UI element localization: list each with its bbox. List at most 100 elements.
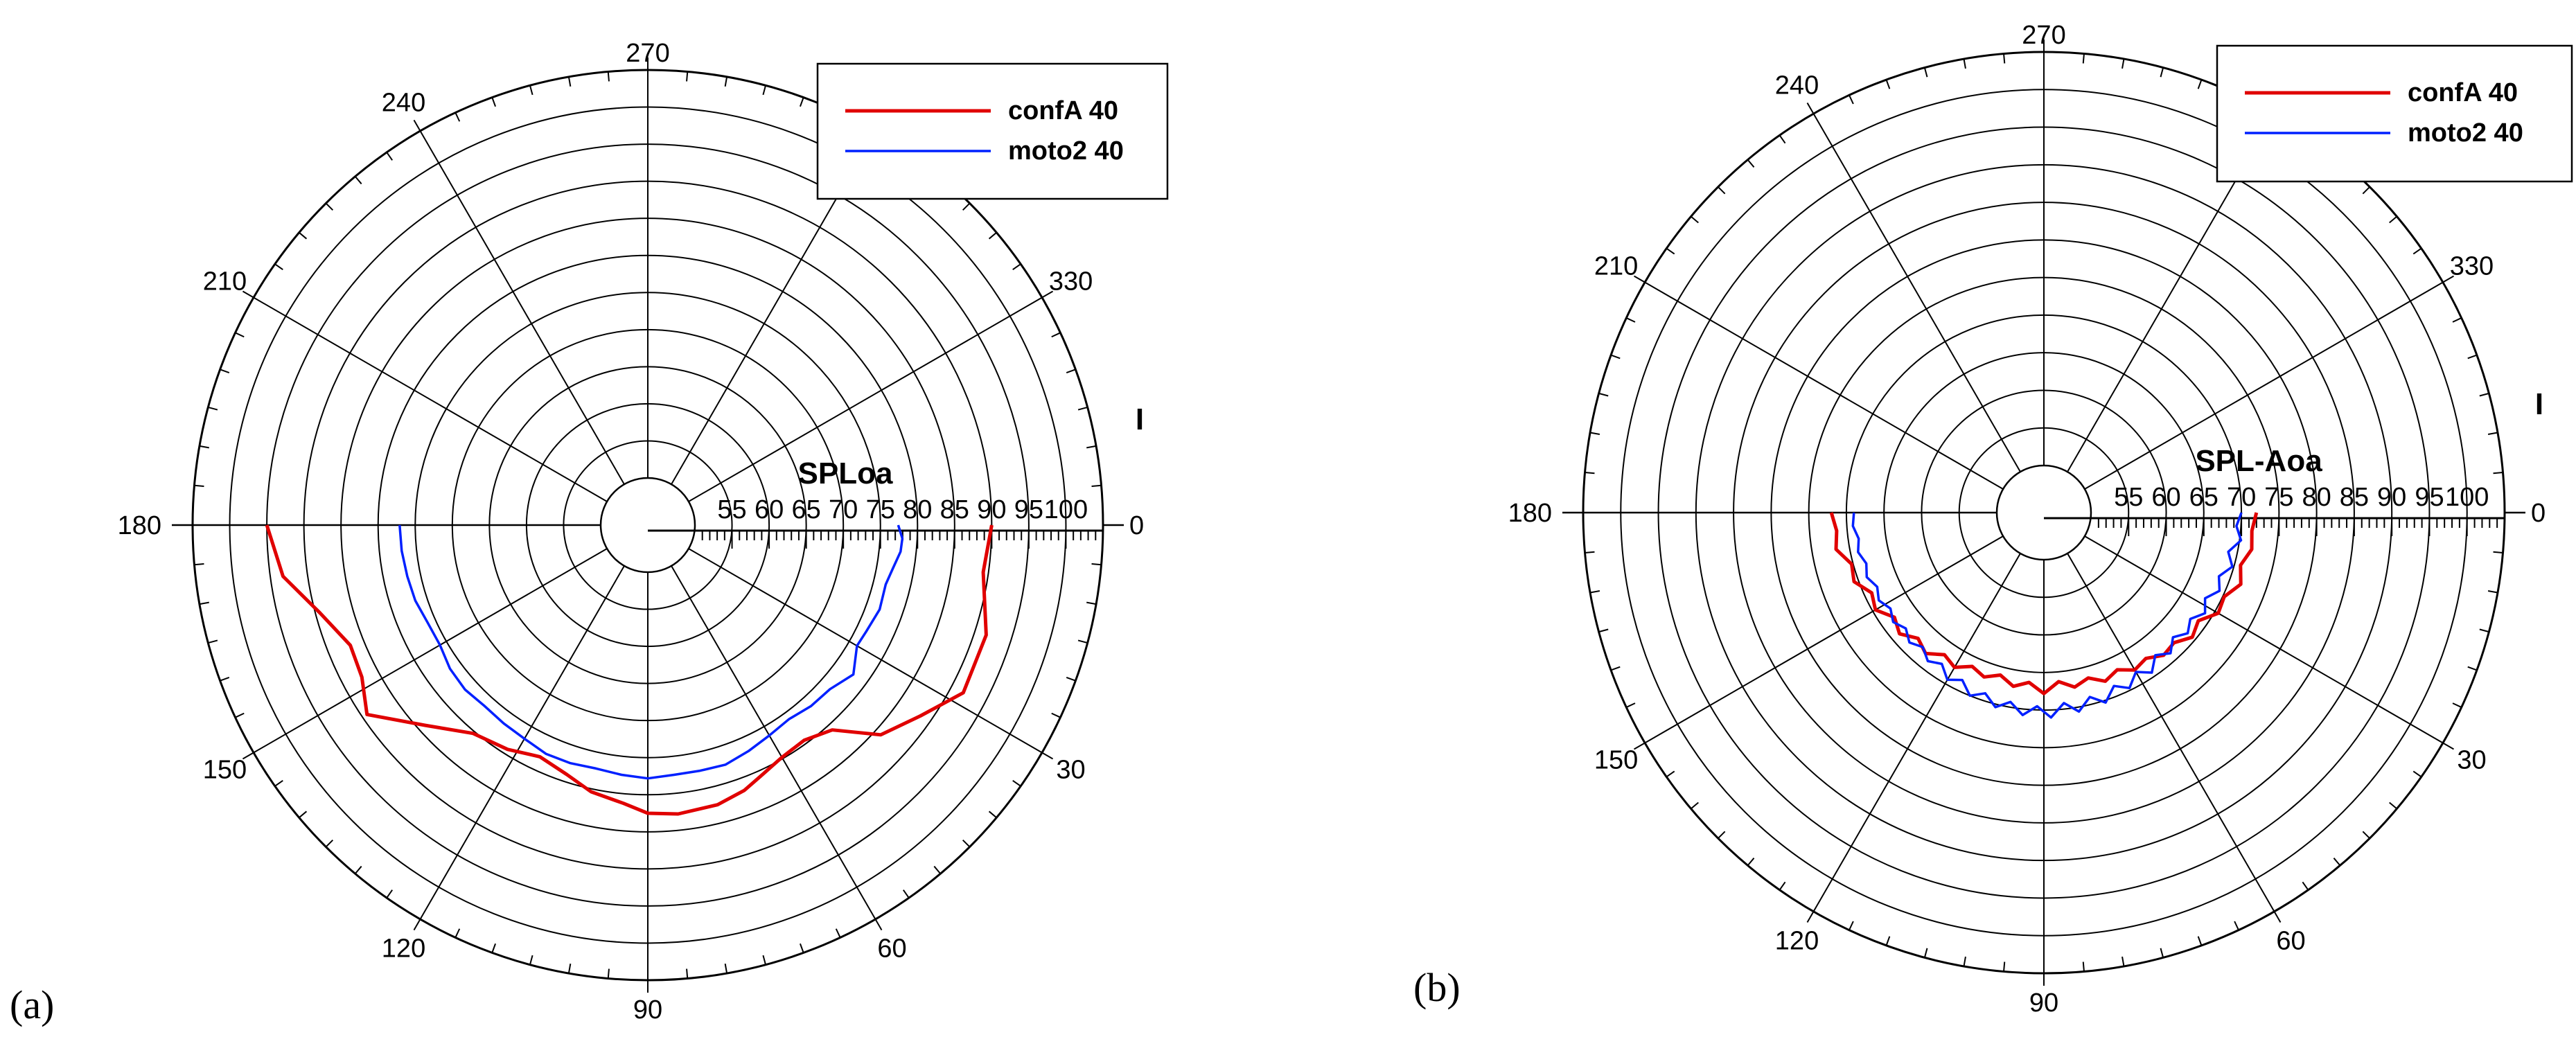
angular-tick	[2197, 79, 2203, 89]
angular-spoke	[688, 296, 1043, 502]
angular-tick	[1610, 354, 1621, 360]
polar-chart-b: 55 60 65 70 75 80 85 90 95 100 0 30 60 90 120 150 180 210…	[1413, 21, 2573, 1018]
angular-tick	[235, 712, 245, 718]
angular-tick	[1885, 936, 1891, 946]
radial-tick-label: 65	[2189, 483, 2218, 512]
angle-tick-label: 0	[2531, 499, 2546, 528]
angular-tick	[529, 955, 533, 965]
angular-tick	[1086, 601, 1097, 605]
angular-tick	[299, 231, 308, 240]
angular-tick	[2442, 742, 2454, 750]
angular-tick	[2389, 801, 2398, 810]
inner-hole-circle	[599, 477, 696, 574]
angular-tick	[354, 865, 362, 874]
angular-spoke	[419, 565, 625, 920]
angular-tick	[2467, 354, 2478, 360]
radial-tick-label: 75	[2264, 483, 2293, 512]
angular-tick	[413, 119, 421, 132]
angular-tick	[1963, 58, 1966, 69]
angular-tick	[2493, 551, 2503, 553]
radial-tick-label: 70	[829, 495, 858, 524]
radial-tick-label: 95	[2415, 483, 2444, 512]
angular-tick	[2487, 432, 2498, 435]
angular-tick	[1963, 956, 1966, 967]
radial-tick-label: 90	[977, 495, 1006, 524]
angular-tick	[1012, 779, 1021, 787]
angular-tick	[2160, 67, 2164, 78]
angular-tick	[2487, 590, 2498, 594]
angular-tick	[2362, 831, 2370, 839]
angular-tick	[413, 919, 421, 931]
angle-tick-label: 90	[633, 995, 662, 1025]
angular-tick	[1598, 628, 1609, 633]
radial-tick-label: 55	[717, 495, 746, 524]
angular-tick	[1585, 472, 1595, 475]
angular-tick	[1666, 247, 1675, 255]
angular-tick	[607, 968, 610, 979]
angular-tick	[2412, 247, 2422, 255]
angular-tick	[354, 176, 362, 185]
angular-tick	[491, 97, 497, 107]
angular-tick	[1806, 911, 1815, 923]
radial-tick-label: 100	[2445, 483, 2489, 512]
angular-tick	[988, 810, 997, 819]
angle-tick-label: 60	[2276, 926, 2305, 955]
angle-tick-label: 180	[1508, 499, 1552, 528]
angular-tick	[2467, 666, 2478, 671]
angular-tick	[2442, 275, 2454, 283]
panel-label: (a)	[10, 982, 54, 1027]
radial-tick-label: 55	[2114, 483, 2143, 512]
angle-axis-title: I	[1136, 402, 1144, 436]
angular-tick	[2493, 472, 2503, 475]
polar-chart-a: 55 60 65 70 75 80 85 90 95 1000306090120150180210…	[10, 39, 1169, 1027]
angular-tick	[762, 955, 767, 965]
angular-tick	[2412, 770, 2422, 778]
angular-tick	[2452, 317, 2462, 323]
angular-tick	[455, 928, 461, 938]
legend-box	[2216, 44, 2573, 183]
legend: confA 40 moto2 40	[2216, 44, 2573, 183]
angular-tick	[988, 231, 997, 240]
angular-tick	[607, 71, 610, 82]
radial-tick-label: 80	[903, 495, 932, 524]
angular-tick	[1091, 563, 1102, 566]
angular-tick	[386, 889, 394, 898]
radial-tick-label: 60	[2151, 483, 2180, 512]
angular-tick	[1849, 94, 1854, 105]
angular-tick	[724, 964, 728, 974]
radial-tick-label: 75	[866, 495, 895, 524]
angular-tick	[1012, 263, 1021, 271]
angular-tick	[1585, 551, 1595, 553]
angle-axis-title: I	[2535, 387, 2543, 421]
radial-tick-label: 100	[1044, 495, 1088, 524]
angular-tick	[220, 676, 230, 682]
angular-tick	[325, 202, 334, 211]
angular-tick	[567, 76, 572, 87]
angular-tick	[1077, 406, 1088, 411]
angular-tick	[2121, 58, 2125, 69]
series-line-moto2-40	[398, 524, 904, 780]
angular-tick	[1779, 881, 1786, 891]
angular-tick	[1849, 921, 1854, 931]
angular-tick	[1589, 590, 1600, 594]
angular-tick	[799, 943, 804, 953]
radial-tick-label: 70	[2227, 483, 2256, 512]
angular-tick	[1066, 369, 1076, 374]
angular-tick	[274, 263, 283, 271]
legend-label: confA 40	[1008, 96, 1118, 125]
angle-tick-label: 150	[1594, 746, 1638, 775]
angular-tick	[2362, 186, 2370, 195]
angle-tick-label: 270	[626, 39, 669, 68]
angular-tick	[199, 445, 209, 449]
angular-tick	[1747, 858, 1755, 867]
angular-spoke	[1644, 535, 2004, 744]
radial-tick-label: 85	[2340, 483, 2369, 512]
angular-tick	[962, 839, 971, 848]
angular-tick	[208, 406, 218, 411]
angular-tick	[199, 601, 209, 605]
angular-spoke	[1812, 113, 2021, 472]
angle-tick-label: 330	[1049, 267, 1093, 296]
angular-tick	[1625, 702, 1636, 708]
angular-tick	[220, 369, 230, 374]
angular-tick	[208, 639, 218, 644]
